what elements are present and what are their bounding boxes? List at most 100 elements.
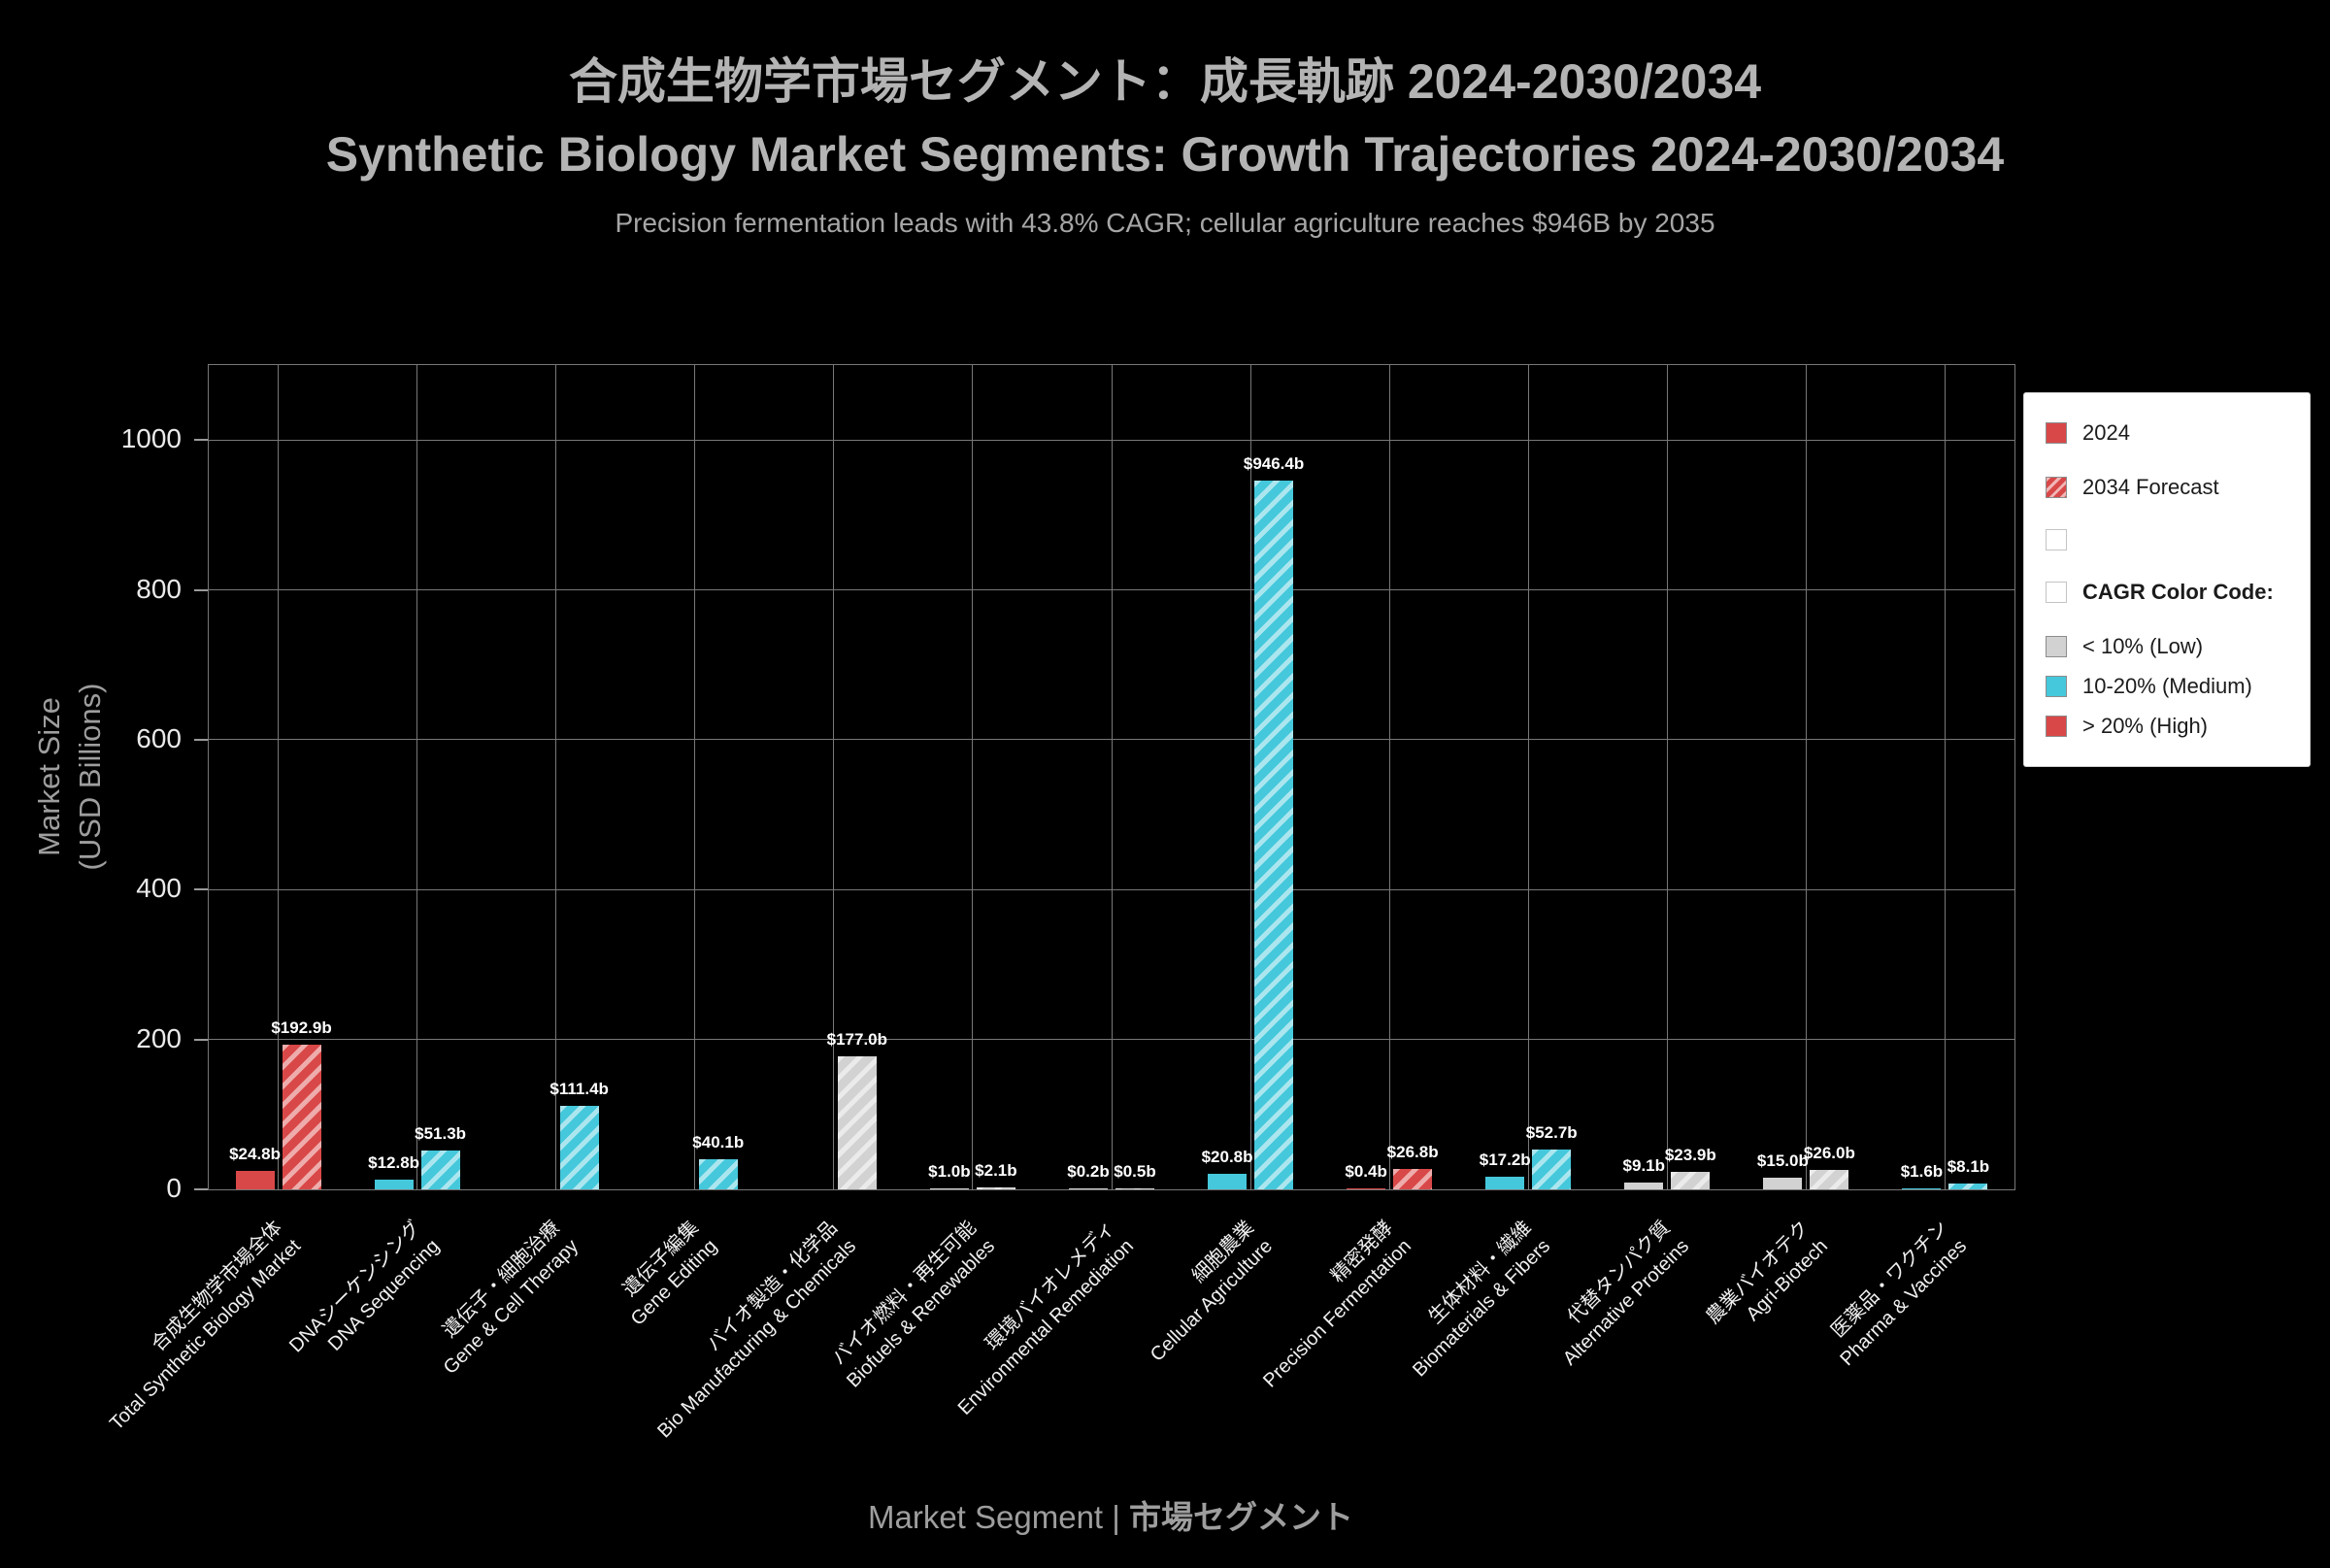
y-tick-label: 200 xyxy=(136,1022,182,1053)
bar-2034-5 xyxy=(837,1056,877,1189)
y-tick-mark xyxy=(194,439,208,442)
bar-value-label: $40.1b xyxy=(692,1133,745,1152)
bar-2034-4 xyxy=(698,1159,738,1189)
bar-value-label: $177.0b xyxy=(826,1030,888,1050)
y-tick-mark xyxy=(194,1188,208,1190)
legend-swatch-icon xyxy=(2046,529,2067,550)
bar-2024-1 xyxy=(235,1170,275,1189)
legend-item-label: 2024 xyxy=(2082,420,2130,445)
bar-value-label: $17.2b xyxy=(1479,1150,1531,1169)
bar-2034-3 xyxy=(559,1106,599,1189)
bar-value-label: $946.4b xyxy=(1243,453,1305,473)
gridline-vertical xyxy=(972,365,974,1189)
chart-title-ja: 合成生物学市場セグメント：成長軌跡 2024-2030/2034 xyxy=(568,54,1762,109)
bar-value-label: $15.0b xyxy=(1756,1151,1809,1171)
bar-2024-8 xyxy=(1208,1173,1248,1189)
legend-swatch-icon xyxy=(2046,676,2067,697)
gridline-vertical xyxy=(1527,365,1529,1189)
legend-item-label: 2034 Forecast xyxy=(2082,475,2219,499)
gridline-vertical xyxy=(694,365,696,1189)
legend-swatch-icon xyxy=(2046,636,2067,657)
x-axis-title-ja: 市場セグメント xyxy=(1129,1499,1353,1535)
bar-value-label: $2.1b xyxy=(975,1161,1017,1181)
y-tick-label: 1000 xyxy=(120,423,182,454)
gridline-vertical xyxy=(1666,365,1668,1189)
legend-item-label: < 10% (Low) xyxy=(2082,634,2204,658)
bar-value-label: $52.7b xyxy=(1525,1123,1578,1143)
legend-swatch-icon xyxy=(2046,422,2067,444)
y-tick-mark xyxy=(194,738,208,741)
gridline-vertical xyxy=(555,365,557,1189)
gridline-vertical xyxy=(1249,365,1251,1189)
legend-item xyxy=(2046,529,2288,550)
bar-value-label: $26.0b xyxy=(1803,1143,1855,1162)
bar-value-label: $1.0b xyxy=(928,1162,971,1181)
plot-area: 0 200 400 600 800 1000 $24.8b $192.9b $12.8b $51.… xyxy=(121,364,2015,1203)
legend-item: < 10% (Low) xyxy=(2046,634,2288,659)
bar-value-label: $8.1b xyxy=(1947,1156,1990,1176)
bar-value-label: $20.8b xyxy=(1201,1147,1253,1166)
bar-value-label: $9.1b xyxy=(1622,1155,1666,1175)
gridline-vertical xyxy=(278,365,280,1189)
legend-item: 10-20% (Medium) xyxy=(2046,674,2288,699)
bar-value-label: $0.2b xyxy=(1067,1162,1110,1181)
bar-value-label: $23.9b xyxy=(1664,1145,1716,1164)
y-tick-mark xyxy=(194,588,208,591)
bar-value-label: $0.4b xyxy=(1345,1162,1387,1181)
gridline-vertical xyxy=(1388,365,1390,1189)
y-tick-mark xyxy=(194,1038,208,1041)
gridline-vertical xyxy=(833,365,835,1189)
legend-item: > 20% (High) xyxy=(2046,714,2288,739)
y-tick-label: 0 xyxy=(166,1173,182,1203)
legend-item-label: > 20% (High) xyxy=(2082,714,2209,738)
legend-swatch-icon xyxy=(2046,716,2067,737)
x-tick-labels: 合成生物学市場全体 Total Synthetic Biology Market D… xyxy=(106,1202,2014,1493)
gridline-vertical xyxy=(1111,365,1113,1189)
y-tick-label: 800 xyxy=(136,573,182,604)
bar-2024-7 xyxy=(1069,1188,1108,1189)
legend-item: CAGR Color Code: xyxy=(2046,580,2288,605)
bar-2034-6 xyxy=(976,1187,1015,1189)
legend-item: 2024 xyxy=(2046,420,2288,446)
bar-value-label: $111.4b xyxy=(549,1080,609,1099)
bar-2034-9 xyxy=(1393,1169,1433,1189)
bar-2034-11 xyxy=(1671,1171,1711,1189)
legend-swatch-icon xyxy=(2046,582,2067,603)
bar-value-label: $26.8b xyxy=(1386,1143,1439,1162)
legend-swatch-icon xyxy=(2046,477,2067,498)
bar-2034-13 xyxy=(1948,1183,1988,1189)
gridline-vertical xyxy=(1805,365,1807,1189)
bar-2034-8 xyxy=(1254,480,1294,1189)
bar-2024-13 xyxy=(1902,1187,1942,1189)
chart-header: 合成生物学市場セグメント：成長軌跡 2024-2030/2034 Synthet… xyxy=(0,43,2330,239)
bar-value-label: $0.5b xyxy=(1114,1162,1156,1181)
legend: 2024 2034 Forecast CAGR Color Code: < 10% (… xyxy=(2023,392,2311,767)
x-axis-title: Market Segment | 市場セグメント xyxy=(208,1491,2014,1538)
y-tick-label: 600 xyxy=(136,722,182,753)
y-axis-title-line1: Market Size xyxy=(32,697,67,856)
bar-2024-2 xyxy=(374,1180,414,1189)
bar-value-label: $192.9b xyxy=(271,1018,332,1038)
bar-2024-9 xyxy=(1347,1188,1386,1189)
gridline-vertical xyxy=(416,365,418,1189)
gridline-horizontal xyxy=(209,1188,2014,1190)
bar-2034-1 xyxy=(282,1045,321,1189)
y-tick-label: 400 xyxy=(136,873,182,904)
bar-2034-10 xyxy=(1532,1150,1572,1189)
bar-value-label: $12.8b xyxy=(368,1153,420,1173)
bar-2024-6 xyxy=(929,1188,969,1189)
bar-2024-11 xyxy=(1624,1182,1664,1189)
chart-subtitle: Precision fermentation leads with 43.8% … xyxy=(615,208,1715,238)
chart-title-en: Synthetic Biology Market Segments: Growt… xyxy=(325,127,2005,182)
bar-2024-10 xyxy=(1485,1176,1525,1189)
bar-2034-2 xyxy=(420,1151,460,1189)
bar-2034-12 xyxy=(1810,1169,1849,1189)
bar-value-label: $24.8b xyxy=(229,1144,282,1163)
legend-item: 2034 Forecast xyxy=(2046,475,2288,500)
x-axis-title-en: Market Segment | xyxy=(867,1499,1129,1535)
gridline-vertical xyxy=(1944,365,1946,1189)
y-axis-title-line2: (USD Billions) xyxy=(73,683,107,871)
y-axis-title: Market Size (USD Billions) xyxy=(29,684,111,871)
bar-value-label: $51.3b xyxy=(415,1124,467,1144)
legend-item-label: CAGR Color Code: xyxy=(2082,580,2274,604)
